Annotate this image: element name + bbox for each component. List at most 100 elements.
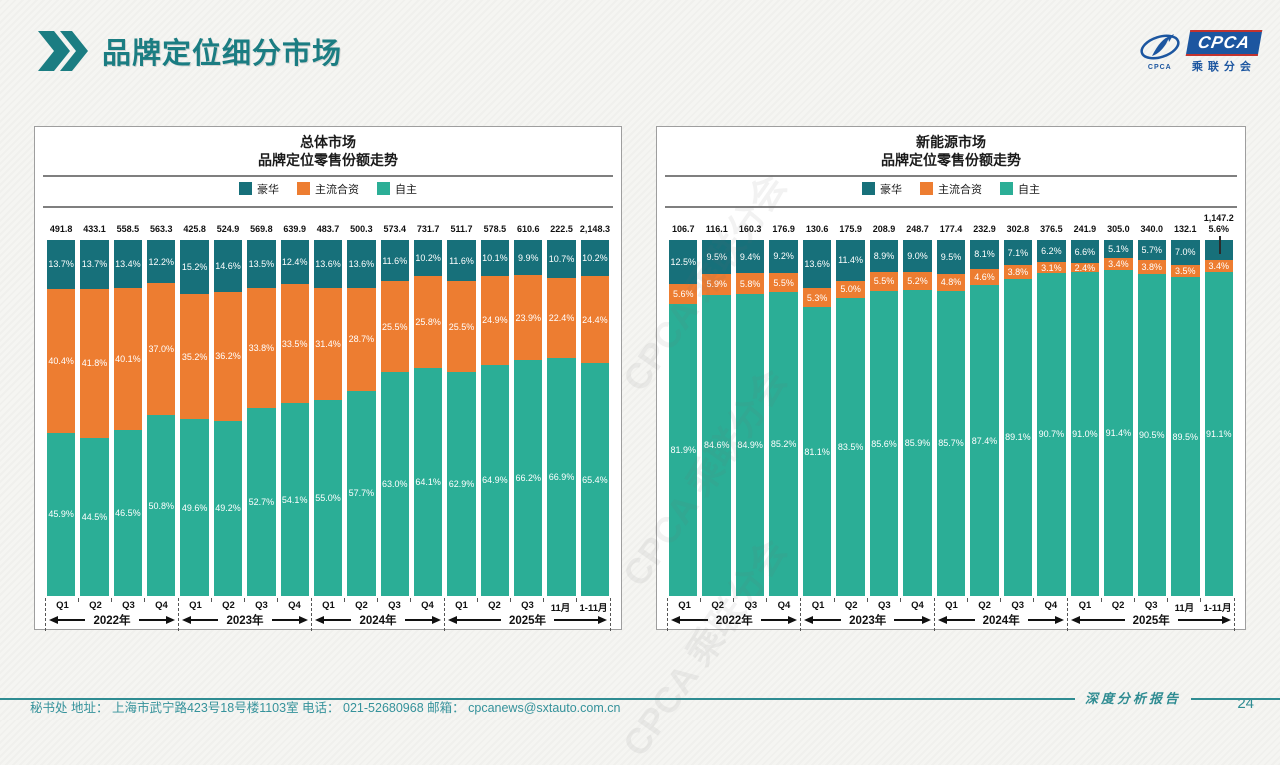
bar-total-label: 232.9 bbox=[970, 208, 998, 240]
segment-share-label: 6.2% bbox=[1041, 245, 1062, 256]
chart-legend: 豪华 主流合资 自主 bbox=[657, 177, 1245, 201]
segment-share-label: 11.6% bbox=[449, 255, 474, 266]
arrow-line bbox=[1080, 619, 1125, 622]
arrow-right-icon bbox=[1222, 616, 1231, 625]
segment-share-label: 5.9% bbox=[706, 279, 727, 290]
bar-segment-joint-venture: 5.9% bbox=[702, 273, 731, 295]
stacked-bar: 13.6% 31.4% 55.0% bbox=[313, 239, 343, 596]
axis-year-group: Q1 Q2 Q3 Q4 2024年 bbox=[311, 597, 444, 631]
arrow-line bbox=[894, 619, 922, 622]
stacked-bar: 13.6% 28.7% 57.7% bbox=[347, 239, 376, 596]
bar-column: 241.9 6.6% 2.4% 91.0% bbox=[1070, 208, 1100, 596]
bar-segment-joint-venture: 40.4% bbox=[47, 288, 76, 433]
bar-segment-domestic: 81.9% bbox=[669, 304, 698, 596]
segment-share-label: 90.5% bbox=[1139, 429, 1165, 440]
quarter-label: Q2 bbox=[345, 597, 378, 613]
stacked-bar: 6.2% 3.1% 90.7% bbox=[1037, 239, 1066, 596]
segment-share-label: 3.5% bbox=[1175, 266, 1196, 277]
stacked-bar: 8.9% 5.5% 85.6% bbox=[869, 239, 899, 596]
bar-column: 483.7 13.6% 31.4% 55.0% bbox=[313, 208, 343, 596]
label-pointer-line bbox=[1218, 235, 1221, 254]
quarter-label: Q2 bbox=[478, 597, 511, 613]
bar-segment-domestic: 45.9% bbox=[47, 432, 76, 596]
bar-column: 208.9 8.9% 5.5% 85.6% bbox=[869, 208, 899, 596]
bar-total-label: 132.1 bbox=[1171, 208, 1199, 240]
axis-year-group: Q1 Q2 Q3 Q4 2022年 bbox=[45, 597, 178, 631]
quarter-label: Q4 bbox=[288, 599, 301, 611]
segment-share-label: 7.0% bbox=[1175, 247, 1196, 258]
bar-total-label: 573.4 bbox=[381, 208, 409, 240]
bar-segment-luxury: 7.1% bbox=[1003, 239, 1033, 266]
stacked-bar: 13.7% 40.4% 45.9% bbox=[47, 239, 76, 596]
segment-share-label: 9.4% bbox=[739, 251, 761, 262]
segment-share-label: 24.4% bbox=[582, 314, 608, 325]
bar-segment-joint-venture: 3.4% bbox=[1204, 259, 1233, 272]
quarter-label: Q3 bbox=[1135, 597, 1168, 613]
stacked-bar: 9.5% 4.8% 85.7% bbox=[936, 239, 966, 596]
segment-share-label: 28.7% bbox=[348, 334, 375, 345]
axis-year-group: Q1 Q2 Q3 Q4 2023年 bbox=[178, 597, 311, 631]
quarter-label: Q3 bbox=[245, 597, 278, 613]
arrow-line bbox=[271, 619, 299, 622]
year-arrow-row: 2025年 bbox=[445, 613, 610, 631]
bar-column: 569.8 13.5% 33.8% 52.7% bbox=[247, 208, 276, 596]
arrow-left-icon bbox=[49, 616, 58, 625]
bar-total-label: 491.8 bbox=[47, 208, 75, 240]
arrow-right-icon bbox=[299, 616, 308, 625]
bar-column: 563.3 12.2% 37.0% 50.8% bbox=[147, 208, 176, 596]
bar-total-label: 376.5 bbox=[1037, 208, 1065, 240]
segment-share-label: 11.6% bbox=[382, 255, 408, 266]
quarter-label: Q4 bbox=[911, 599, 924, 611]
segment-share-label: 89.5% bbox=[1172, 431, 1199, 442]
stacked-bar: 10.7% 22.4% 66.9% bbox=[547, 239, 576, 596]
quarter-label: Q4 bbox=[421, 599, 434, 611]
legend-swatch-joint-venture bbox=[920, 182, 933, 196]
segment-share-label: 5.3% bbox=[806, 292, 828, 303]
bar-segment-joint-venture: 41.8% bbox=[80, 288, 109, 438]
legend-swatch-domestic bbox=[377, 182, 390, 196]
bar-total-value: 376.5 bbox=[1040, 223, 1063, 234]
arrow-line bbox=[1177, 619, 1222, 622]
arrow-left-icon bbox=[315, 616, 324, 625]
bar-column: 376.5 6.2% 3.1% 90.7% bbox=[1037, 208, 1066, 596]
bar-column: 639.9 12.4% 33.5% 54.1% bbox=[280, 208, 309, 596]
arrow-right-icon bbox=[166, 616, 175, 625]
bar-segment-joint-venture: 3.5% bbox=[1171, 264, 1200, 278]
legend-item-domestic: 自主 bbox=[377, 181, 417, 197]
segment-share-label: 13.7% bbox=[48, 259, 74, 270]
axis-year-group: Q1 Q2 Q3 Q4 2024年 bbox=[933, 597, 1067, 631]
segment-share-label: 40.1% bbox=[115, 354, 141, 365]
bar-segment-domestic: 49.6% bbox=[180, 419, 209, 596]
arrow-line bbox=[191, 619, 219, 622]
segment-share-label: 85.7% bbox=[938, 438, 964, 449]
segment-share-label: 5.8% bbox=[739, 278, 761, 289]
bar-segment-luxury: 10.1% bbox=[480, 239, 510, 276]
bar-segment-joint-venture: 28.7% bbox=[347, 288, 376, 391]
bar-total-label: 106.7 bbox=[669, 208, 697, 240]
segment-share-label: 91.0% bbox=[1072, 428, 1098, 439]
bar-total-label: 569.8 bbox=[247, 208, 275, 240]
stacked-bar: 9.4% 5.8% 84.9% bbox=[735, 239, 765, 596]
bar-segment-joint-venture: 35.2% bbox=[180, 294, 209, 420]
bar-total-value: 175.9 bbox=[839, 223, 862, 234]
stacked-bar: 6.6% 2.4% 91.0% bbox=[1070, 239, 1100, 596]
legend-item-domestic: 自主 bbox=[1000, 181, 1040, 197]
bar-segment-domestic: 64.9% bbox=[480, 364, 510, 596]
legend-swatch-luxury bbox=[239, 182, 252, 196]
segment-share-label: 91.1% bbox=[1205, 428, 1232, 439]
bar-column: 305.0 5.1% 3.4% 91.4% bbox=[1104, 208, 1133, 596]
bar-segment-domestic: 91.1% bbox=[1204, 271, 1233, 596]
axis-year-group: Q1 Q2 Q3 11月 1-11月 2025年 bbox=[1067, 597, 1235, 631]
divider bbox=[665, 205, 1237, 208]
bar-total-value: 425.8 bbox=[183, 223, 206, 234]
segment-share-label: 8.9% bbox=[873, 250, 895, 261]
arrow-line bbox=[58, 619, 86, 622]
segment-share-label: 9.5% bbox=[706, 251, 727, 262]
bar-total-value: 177.4 bbox=[939, 223, 963, 234]
bar-column: 116.1 9.5% 5.9% 84.6% bbox=[702, 208, 731, 596]
bar-segment-joint-venture: 5.5% bbox=[769, 272, 798, 293]
year-arrow-row: 2025年 bbox=[1068, 613, 1234, 631]
bar-total-value: 132.1 bbox=[1174, 223, 1197, 234]
stacked-bar: 9.9% 23.9% 66.2% bbox=[514, 239, 543, 596]
segment-share-label: 22.4% bbox=[548, 312, 575, 323]
